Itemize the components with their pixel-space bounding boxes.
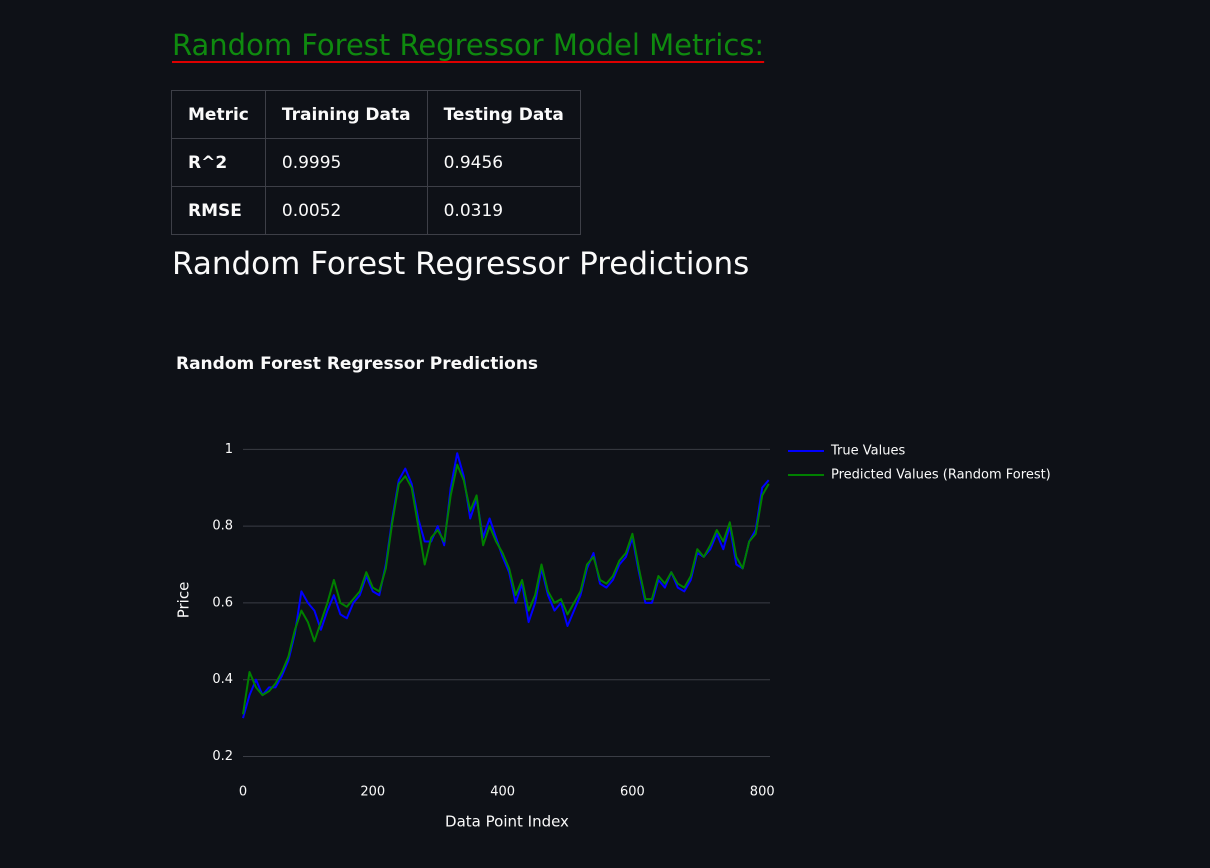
- y-tick-label: 0.4: [212, 672, 233, 687]
- header-cell: Testing Data: [426, 90, 581, 139]
- header-row: Metric Training Data Testing Data: [171, 90, 581, 139]
- cell: 0.0052: [264, 186, 428, 235]
- cell: RMSE: [171, 186, 266, 235]
- x-tick-label: 800: [750, 785, 775, 800]
- x-tick-label: 200: [360, 785, 385, 800]
- header-cell: Training Data: [264, 90, 428, 139]
- x-tick-label: 600: [620, 785, 645, 800]
- y-tick-label: 1: [225, 442, 233, 457]
- row: RMSE 0.0052 0.0319: [171, 186, 581, 235]
- x-tick-label: 0: [239, 785, 247, 800]
- header-cell: Metric: [171, 90, 266, 139]
- y-tick-label: 0.8: [212, 519, 233, 534]
- x-axis-label: Data Point Index: [445, 813, 569, 831]
- subheader: Random Forest Regressor Predictions: [172, 246, 750, 282]
- cell: 0.9995: [264, 138, 428, 187]
- metrics-title: Random Forest Regressor Model Metrics:: [172, 28, 765, 62]
- chart-title: Random Forest Regressor Predictions: [176, 354, 538, 374]
- line-series: [242, 452, 770, 719]
- row: R^2 0.9995 0.9456: [171, 138, 581, 187]
- y-axis-label: Price: [175, 582, 193, 619]
- cell: 0.0319: [426, 186, 581, 235]
- y-tick-label: 0.6: [212, 595, 233, 610]
- line-series: [242, 463, 770, 715]
- y-tick-label: 0.2: [212, 749, 233, 764]
- legend-label: Predicted Values (Random Forest): [831, 468, 1051, 483]
- cell: 0.9456: [426, 138, 581, 187]
- x-tick-label: 400: [490, 785, 515, 800]
- legend-label: True Values: [830, 444, 905, 459]
- metrics-table: Metric Training Data Testing Data R^2 0.…: [171, 90, 581, 235]
